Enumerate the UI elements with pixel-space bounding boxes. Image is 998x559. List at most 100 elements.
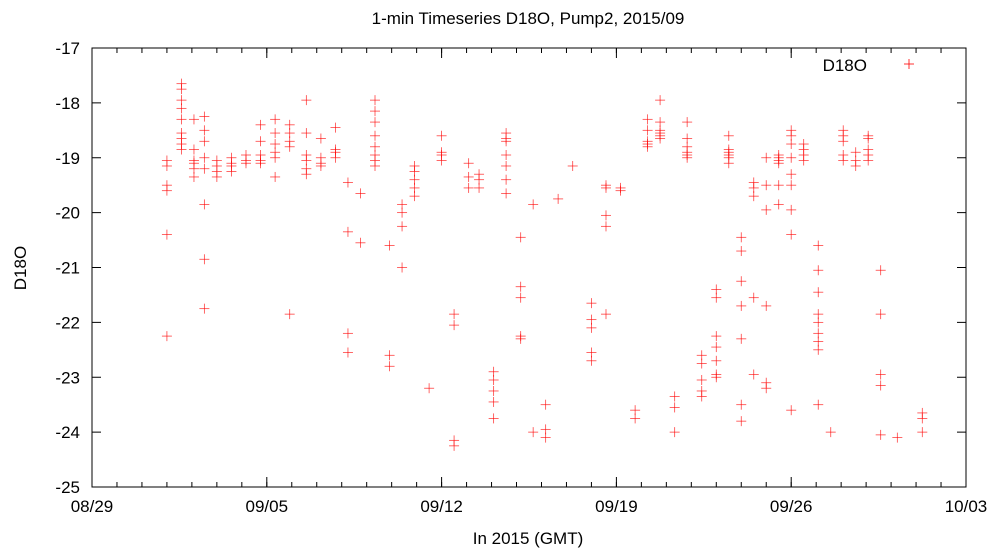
data-point xyxy=(449,320,460,331)
data-point xyxy=(761,152,772,163)
x-tick-label: 08/29 xyxy=(71,497,114,516)
data-point xyxy=(917,413,928,424)
data-point xyxy=(711,342,722,353)
data-point xyxy=(342,177,353,188)
data-point xyxy=(161,160,172,171)
data-point xyxy=(761,204,772,215)
data-point xyxy=(240,158,251,169)
data-point xyxy=(409,191,420,202)
data-point xyxy=(284,141,295,152)
data-point xyxy=(384,240,395,251)
data-point xyxy=(850,160,861,171)
data-point xyxy=(736,399,747,410)
data-point xyxy=(813,287,824,298)
data-point xyxy=(736,276,747,287)
y-tick-label: -19 xyxy=(55,149,80,168)
data-point xyxy=(586,355,597,366)
data-point xyxy=(786,169,797,180)
y-axis-label: D18O xyxy=(11,246,30,290)
data-point xyxy=(586,298,597,309)
data-point xyxy=(397,262,408,273)
data-point xyxy=(642,125,653,136)
data-point xyxy=(270,128,281,139)
data-point xyxy=(773,199,784,210)
data-point xyxy=(863,155,874,166)
data-point xyxy=(301,128,312,139)
data-point xyxy=(723,158,734,169)
y-tick-label: -25 xyxy=(55,478,80,497)
data-point xyxy=(199,136,210,147)
x-tick-label: 09/26 xyxy=(770,497,813,516)
data-point xyxy=(761,180,772,191)
data-point xyxy=(711,292,722,303)
data-point xyxy=(786,405,797,416)
data-point xyxy=(630,413,641,424)
data-point xyxy=(199,303,210,314)
data-point xyxy=(397,221,408,232)
x-tick-label: 10/03 xyxy=(945,497,988,516)
data-point xyxy=(736,246,747,257)
data-point xyxy=(488,385,499,396)
data-point xyxy=(838,136,849,147)
data-point xyxy=(301,169,312,180)
legend: D18O xyxy=(823,56,914,75)
data-point xyxy=(501,160,512,171)
data-point xyxy=(813,344,824,355)
y-tick-label: -21 xyxy=(55,259,80,278)
data-point xyxy=(825,427,836,438)
data-point xyxy=(501,136,512,147)
data-point xyxy=(370,130,381,141)
data-point xyxy=(786,180,797,191)
data-point xyxy=(515,232,526,243)
data-point xyxy=(436,130,447,141)
data-point xyxy=(761,383,772,394)
data-point xyxy=(211,171,222,182)
y-tick-label: -20 xyxy=(55,204,80,223)
data-point xyxy=(199,199,210,210)
data-point xyxy=(773,158,784,169)
y-tick-label: -22 xyxy=(55,313,80,332)
data-point xyxy=(540,399,551,410)
data-point xyxy=(161,331,172,342)
data-point xyxy=(488,374,499,385)
data-point xyxy=(813,399,824,410)
data-point xyxy=(330,152,341,163)
data-point xyxy=(384,350,395,361)
data-point xyxy=(528,427,539,438)
plot-frame xyxy=(91,47,967,488)
data-point xyxy=(586,322,597,333)
data-points xyxy=(161,78,928,451)
data-point xyxy=(786,139,797,150)
data-point xyxy=(736,416,747,427)
y-axis: -25 -24 -23 -22 -21 -20 -19 -18 -17 xyxy=(55,39,966,497)
data-point xyxy=(301,95,312,106)
data-point xyxy=(669,391,680,402)
data-point xyxy=(600,221,611,232)
data-point xyxy=(863,133,874,144)
data-point xyxy=(355,237,366,248)
x-axis: 08/29 09/05 09/12 09/19 09/26 10/03 xyxy=(71,48,988,516)
data-point xyxy=(176,144,187,155)
data-point xyxy=(161,229,172,240)
data-point xyxy=(798,155,809,166)
data-point xyxy=(711,331,722,342)
x-tick-label: 09/12 xyxy=(420,497,463,516)
data-point xyxy=(736,232,747,243)
data-point xyxy=(501,174,512,185)
data-point xyxy=(330,122,341,133)
data-point xyxy=(424,383,435,394)
data-point xyxy=(786,204,797,215)
data-point xyxy=(711,355,722,366)
data-point xyxy=(342,347,353,358)
data-point xyxy=(655,95,666,106)
data-point xyxy=(748,369,759,380)
data-point xyxy=(540,432,551,443)
data-point xyxy=(270,114,281,125)
data-point xyxy=(488,413,499,424)
data-point xyxy=(463,171,474,182)
data-point xyxy=(501,188,512,199)
x-tick-label: 09/19 xyxy=(595,497,638,516)
data-point xyxy=(176,114,187,125)
data-point xyxy=(315,133,326,144)
data-point xyxy=(875,265,886,276)
